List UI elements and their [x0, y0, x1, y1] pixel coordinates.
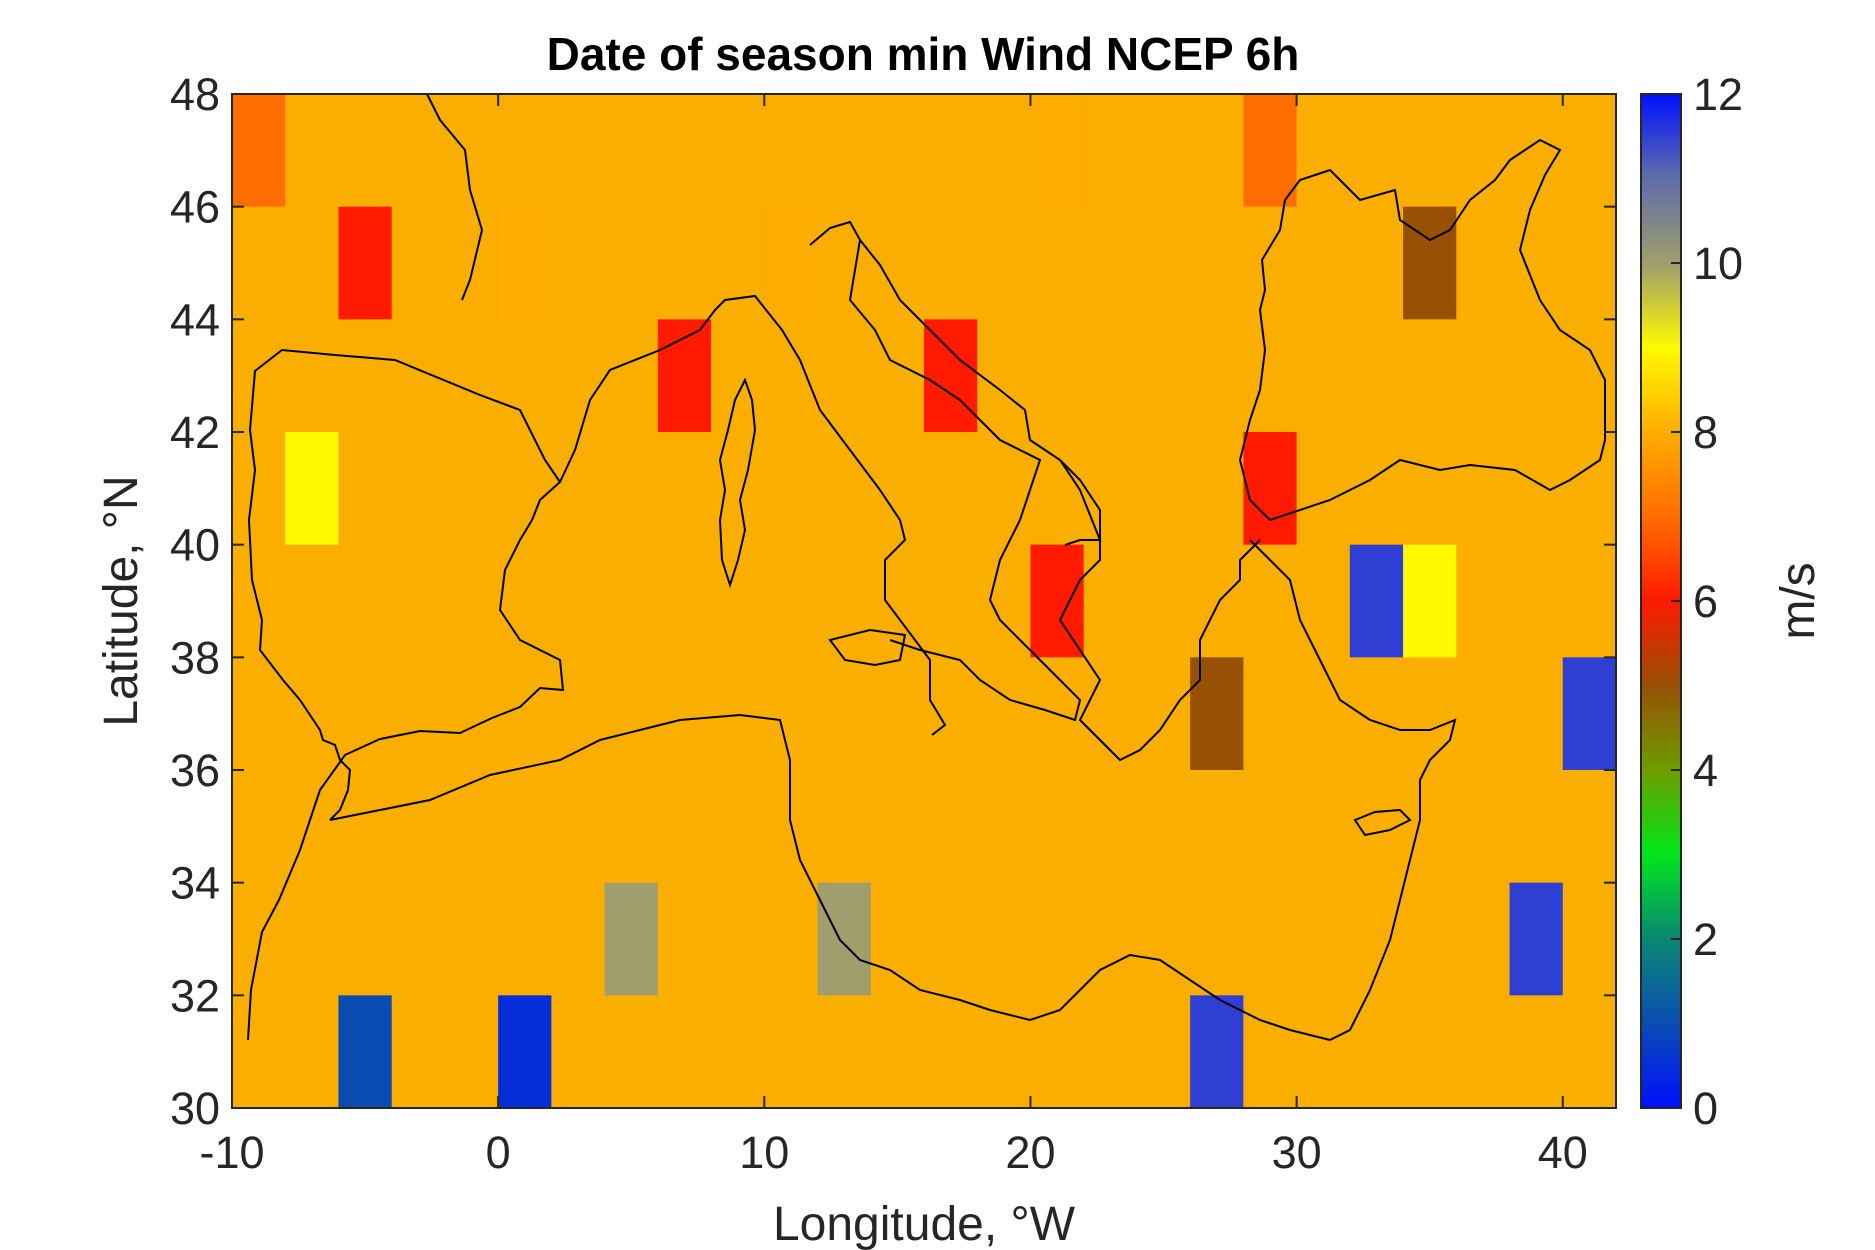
heatmap-cell — [1243, 94, 1297, 207]
heatmap-cell — [285, 432, 339, 545]
heatmap-cell — [338, 206, 392, 320]
heatmap-cell — [1190, 995, 1244, 1108]
x-tick-label: 40 — [1538, 1127, 1588, 1178]
coastline-brittany — [426, 93, 484, 301]
colorbar-tick-label: 12 — [1693, 69, 1743, 120]
y-tick-label: 38 — [170, 632, 220, 683]
heatmap-cells — [232, 94, 1616, 1108]
x-tick-label: 0 — [486, 1127, 511, 1178]
heatmap-cell — [764, 206, 818, 320]
coastline-north-africa — [329, 713, 1331, 1041]
heatmap-cell — [1403, 206, 1457, 320]
heatmap-cell — [1243, 432, 1297, 545]
y-tick-label: 36 — [170, 745, 220, 796]
chart-title: Date of season min Wind NCEP 6h — [547, 28, 1300, 80]
colorbar-tick-label: 8 — [1693, 407, 1718, 458]
y-tick-label: 40 — [170, 520, 220, 571]
heatmap-cell — [817, 882, 871, 996]
heatmap-cell — [924, 319, 978, 432]
y-tick-label: 46 — [170, 182, 220, 233]
coastline-balkans-greece — [1058, 459, 1261, 762]
heatmap-cell — [1190, 657, 1244, 770]
colorbar-tick-label: 6 — [1693, 576, 1718, 627]
coastline-iberia — [247, 348, 565, 1041]
y-tick-label: 44 — [170, 294, 220, 345]
heatmap-cell — [604, 882, 658, 996]
coastline-anatolia-levant — [1249, 539, 1457, 1041]
heatmap-cell — [498, 995, 552, 1108]
heatmap-cell — [1030, 94, 1084, 207]
heatmap-cell — [1030, 544, 1084, 658]
x-tick-label: -10 — [199, 1127, 264, 1178]
colorbar-tick-label: 2 — [1693, 914, 1718, 965]
heatmap-cell — [232, 94, 286, 207]
x-tick-label: 30 — [1272, 1127, 1322, 1178]
coastline — [247, 93, 1606, 1041]
heatmap-cell — [1349, 544, 1404, 658]
y-tick-label: 34 — [170, 858, 220, 909]
heatmap-cell — [1562, 657, 1616, 770]
y-tick-label: 42 — [170, 407, 220, 458]
x-tick-label: 20 — [1005, 1127, 1055, 1178]
plot-area: -10 0 10 20 30 40 30 32 34 36 38 40 42 44 46 48 — [170, 69, 1617, 1178]
heatmap-cell — [1509, 882, 1563, 996]
coastline-sicily — [828, 628, 907, 667]
coastline-italy — [848, 239, 1082, 722]
coastline-adriatic — [809, 220, 1102, 546]
coastline-cyprus — [1353, 808, 1412, 837]
y-tick-label: 32 — [170, 970, 220, 1021]
coastline-france-spain — [559, 294, 947, 736]
y-axis-label: Latitude, °N — [95, 475, 148, 726]
heatmap-cell — [498, 206, 552, 320]
colorbar-tick-label: 4 — [1693, 745, 1718, 796]
y-tick-label: 48 — [170, 69, 220, 120]
x-tick-label: 10 — [739, 1127, 789, 1178]
coastline-black-sea — [1238, 138, 1606, 522]
colorbar: 0 2 4 6 8 10 12 m/s — [1640, 69, 1825, 1134]
coastline-corsica-sardinia — [718, 377, 757, 589]
colorbar-label: m/s — [1772, 562, 1825, 639]
heatmap-cell — [657, 319, 712, 432]
y-tick-label: 30 — [170, 1083, 220, 1134]
axis-ticks: -10 0 10 20 30 40 30 32 34 36 38 40 42 44 46 48 — [170, 69, 1616, 1178]
plot-frame — [231, 93, 1617, 1109]
colorbar-tick-label: 10 — [1693, 238, 1743, 289]
colorbar-tick-label: 0 — [1693, 1083, 1718, 1134]
heatmap-cell — [1403, 544, 1457, 658]
x-axis-label: Longitude, °W — [773, 1198, 1076, 1250]
heatmap-cell — [338, 995, 392, 1108]
colorbar-ticks: 0 2 4 6 8 10 12 — [1671, 69, 1743, 1134]
